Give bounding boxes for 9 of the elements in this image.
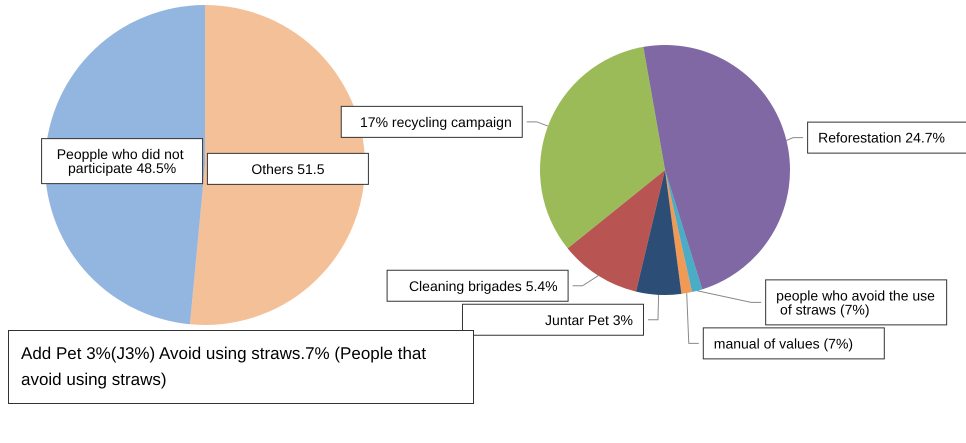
slice-label: Cleaning brigades 5.4%: [408, 278, 558, 294]
slice-label: Juntar Pet 3%: [545, 312, 633, 328]
slice-label: Others 51.5: [251, 160, 325, 177]
slice-label: manual of values (7%): [714, 335, 854, 352]
slice-label: Peopple who did not participate 48.5%: [56, 146, 188, 176]
slice-label: Reforestation 24.7%: [818, 130, 945, 146]
slice-label: people who avoid the use of straws (7%): [776, 287, 936, 318]
text: Add Pet 3%(J3%) Avoid using straws.7% (People that avoid using straws): [8, 330, 474, 404]
slice-label: 17% recycling campaign: [360, 114, 512, 130]
